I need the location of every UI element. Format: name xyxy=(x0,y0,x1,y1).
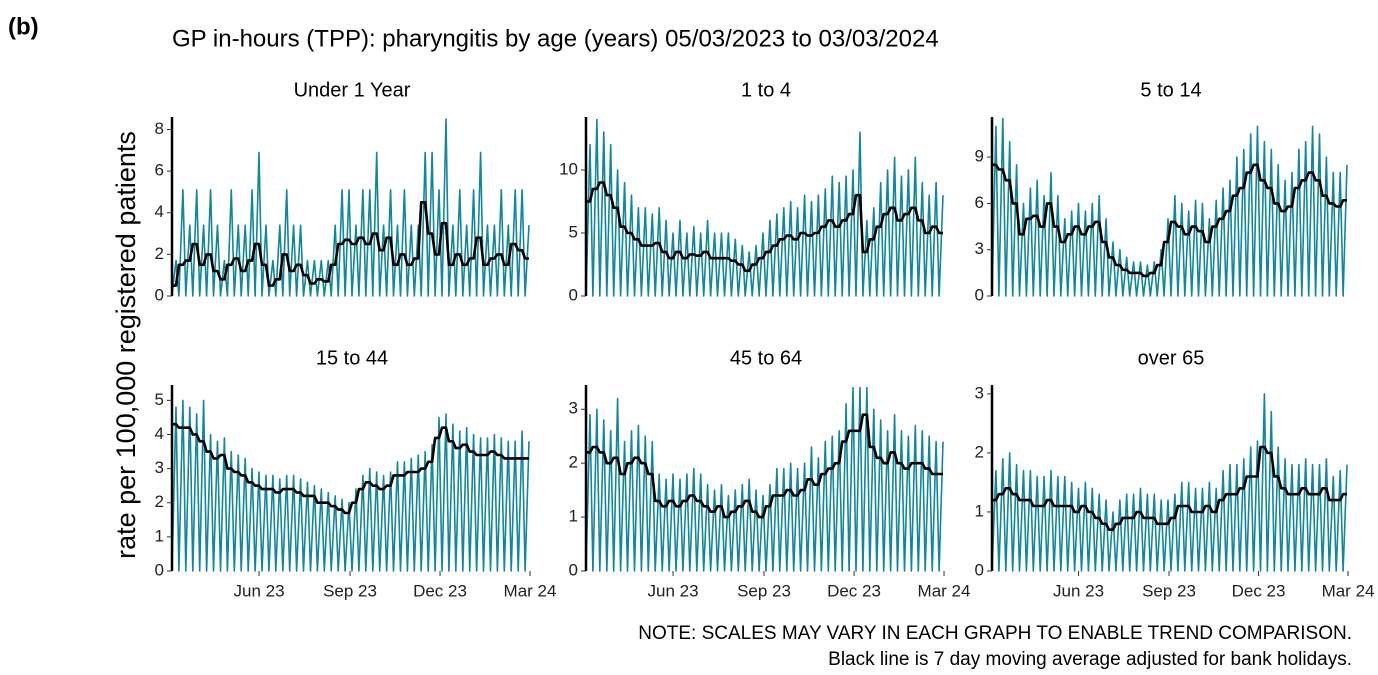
series-line xyxy=(172,422,529,515)
y-tick-label: 10 xyxy=(559,159,578,178)
x-tick-label: Sep 23 xyxy=(737,581,791,600)
y-axis-label: rate per 100,000 registered patients xyxy=(111,131,141,559)
series-line xyxy=(992,445,1347,531)
x-tick-label: Dec 23 xyxy=(413,581,467,600)
series-line xyxy=(585,386,944,572)
series-line xyxy=(172,201,529,287)
x-tick-label: Sep 23 xyxy=(1142,581,1196,600)
x-tick-label: Dec 23 xyxy=(1232,581,1286,600)
panel-title: 45 to 64 xyxy=(730,347,802,369)
panel-title: 15 to 44 xyxy=(316,347,388,369)
y-tick-label: 9 xyxy=(975,147,984,166)
note: NOTE: SCALES MAY VARY IN EACH GRAPH TO E… xyxy=(638,623,1352,644)
y-tick-label: 8 xyxy=(155,119,164,138)
panel-title: Under 1 Year xyxy=(294,79,411,101)
y-tick-label: 6 xyxy=(975,193,984,212)
y-tick-label: 0 xyxy=(569,285,578,304)
note: Black line is 7 day moving average adjus… xyxy=(828,649,1352,670)
chart-title: GP in-hours (TPP): pharyngitis by age (y… xyxy=(172,25,939,52)
y-tick-label: 0 xyxy=(155,560,164,579)
series-line xyxy=(171,399,530,572)
y-tick-label: 2 xyxy=(155,244,164,263)
y-tick-label: 0 xyxy=(975,285,984,304)
y-tick-label: 5 xyxy=(569,222,578,241)
y-tick-label: 3 xyxy=(975,383,984,402)
panel-title: over 65 xyxy=(1138,347,1205,369)
y-tick-label: 0 xyxy=(569,560,578,579)
y-tick-label: 3 xyxy=(975,239,984,258)
series-line xyxy=(991,393,1348,572)
panel-title: 1 to 4 xyxy=(741,79,791,101)
series-line xyxy=(586,181,943,273)
x-tick-label: Sep 23 xyxy=(323,581,377,600)
y-tick-label: 1 xyxy=(155,526,164,545)
x-tick-label: Mar 24 xyxy=(504,581,557,600)
y-tick-label: 0 xyxy=(975,560,984,579)
series-line xyxy=(992,163,1347,278)
x-tick-label: Mar 24 xyxy=(918,581,971,600)
y-tick-label: 0 xyxy=(155,285,164,304)
x-tick-label: Jun 23 xyxy=(1053,581,1104,600)
y-tick-label: 2 xyxy=(155,492,164,511)
y-tick-label: 3 xyxy=(569,399,578,418)
y-tick-label: 2 xyxy=(975,442,984,461)
x-tick-label: Mar 24 xyxy=(1322,581,1375,600)
y-tick-label: 5 xyxy=(155,390,164,409)
x-tick-label: Jun 23 xyxy=(648,581,699,600)
series-line xyxy=(991,117,1348,297)
y-tick-label: 4 xyxy=(155,202,164,221)
panel-label: (b) xyxy=(8,13,39,40)
y-tick-label: 1 xyxy=(569,507,578,526)
x-tick-label: Dec 23 xyxy=(827,581,881,600)
y-tick-label: 4 xyxy=(155,424,164,443)
y-tick-label: 6 xyxy=(155,161,164,180)
x-tick-label: Jun 23 xyxy=(234,581,285,600)
y-tick-label: 2 xyxy=(569,453,578,472)
panel-title: 5 to 14 xyxy=(1140,79,1201,101)
series-line xyxy=(585,118,944,297)
y-tick-label: 1 xyxy=(975,501,984,520)
y-tick-label: 3 xyxy=(155,458,164,477)
series-line xyxy=(586,413,943,519)
